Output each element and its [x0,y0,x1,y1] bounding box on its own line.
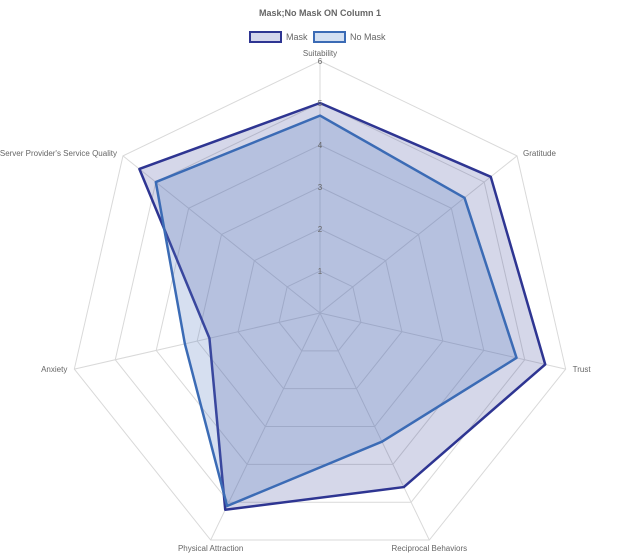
series-area-no-mask[interactable] [154,114,518,508]
tick-label-6: 6 [318,57,323,66]
tick-label-1: 1 [318,267,323,276]
tick-label-3: 3 [318,183,323,192]
axis-label-server-provider-s-service-quality: Server Provider's Service Quality [0,149,117,158]
axis-spoke-5 [210,312,321,541]
axis-label-trust: Trust [573,365,592,374]
legend-swatch-mask [249,31,282,43]
radar-series [138,101,547,512]
grid-ring-5 [114,102,526,503]
axis-label-suitability: Suitability [303,49,337,58]
axis-label-reciprocal-behaviors: Reciprocal Behaviors [392,544,468,553]
grid-ring-6 [73,60,567,541]
axis-spoke-2 [319,155,518,314]
legend-item-mask[interactable]: Mask [249,31,308,43]
axis-labels: Suitability Gratitude Trust Reciprocal Beha… [0,49,591,553]
legend-label-no-mask: No Mask [350,32,386,42]
legend-label-mask: Mask [286,32,308,42]
series-area-mask[interactable] [138,101,547,512]
grid-ring-1 [278,270,362,352]
axis-spoke-6 [74,312,321,370]
chart-title: Mask;No Mask ON Column 1 [259,8,381,18]
legend-item-no-mask[interactable]: No Mask [313,31,386,43]
axis-spoke-3 [319,312,566,370]
legend: Mask No Mask [249,31,386,43]
axis-label-physical-attraction: Physical Attraction [178,544,243,553]
grid-ring-4 [155,144,485,465]
tick-label-2: 2 [318,225,323,234]
axis-spoke-4 [319,312,430,541]
tick-label-4: 4 [318,141,323,150]
grid-ring-3 [196,186,444,428]
legend-swatch-no-mask [313,31,346,43]
radial-ticks: 1 2 3 4 5 6 [318,57,323,276]
grid-ring-2 [237,228,403,390]
axis-label-anxiety: Anxiety [41,365,67,374]
axis-label-gratitude: Gratitude [523,149,556,158]
tick-label-5: 5 [318,99,323,108]
